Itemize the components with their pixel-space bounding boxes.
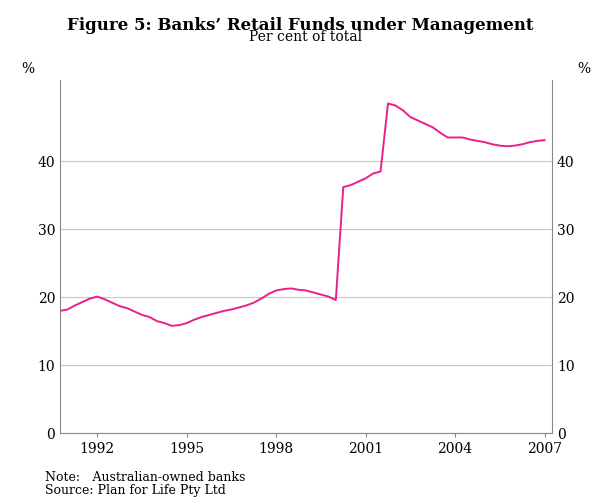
Title: Per cent of total: Per cent of total <box>250 30 362 44</box>
Text: Note: Australian-owned banks: Note: Australian-owned banks <box>45 471 245 484</box>
Text: Figure 5: Banks’ Retail Funds under Management: Figure 5: Banks’ Retail Funds under Mana… <box>67 17 533 34</box>
Text: %: % <box>577 62 590 76</box>
Text: %: % <box>22 62 35 76</box>
Text: Source: Plan for Life Pty Ltd: Source: Plan for Life Pty Ltd <box>45 484 226 497</box>
